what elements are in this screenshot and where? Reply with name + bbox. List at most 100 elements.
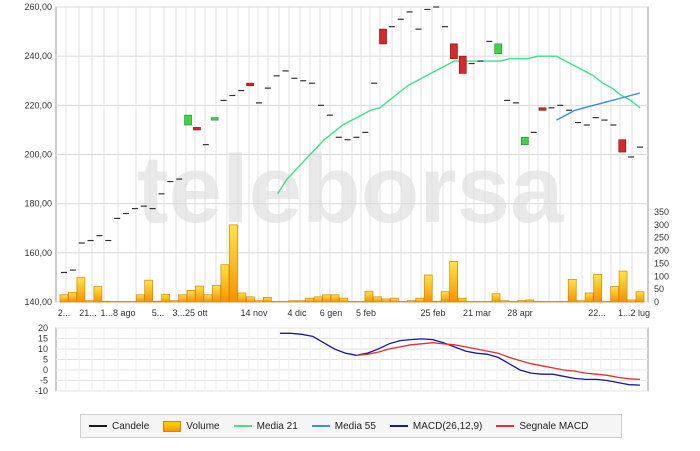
x-tick-label: 3...25 ott — [172, 308, 208, 318]
x-tick-label: 6 gen — [320, 308, 343, 318]
price-tick-label: 140,00 — [24, 297, 52, 307]
volume-bar — [610, 286, 619, 303]
volume-bar — [500, 300, 509, 303]
volume-bar — [457, 297, 467, 303]
chart-legend: Candele Volume Media 21 Media 55 MACD(26,12,… — [80, 414, 622, 438]
candle — [450, 43, 458, 59]
volume-bar — [330, 294, 340, 303]
volume-bar — [398, 301, 408, 303]
macd-tick-label: -10 — [35, 386, 48, 396]
volume-bar — [305, 297, 314, 303]
volume-bar — [635, 291, 645, 303]
x-tick-label: 5... — [152, 308, 165, 318]
series-line-segnale-macd — [356, 342, 641, 381]
volume-bar — [593, 273, 602, 303]
macd-tick-label: 20 — [38, 323, 48, 333]
volume-bar — [364, 290, 374, 303]
candle — [618, 139, 627, 153]
macd-tick-label: 0 — [43, 365, 48, 375]
volume-bar — [203, 294, 213, 303]
legend-item[interactable]: MACD(26,12,9) — [389, 420, 483, 432]
x-tick-label: 1...8 ago — [100, 308, 135, 318]
volume-bar — [195, 285, 204, 303]
volume-bar — [466, 301, 475, 303]
watermark-text: teleborsa — [137, 136, 564, 243]
volume-bar — [618, 270, 628, 303]
macd-tick-label: 5 — [43, 355, 48, 365]
volume-bar — [296, 300, 306, 303]
legend-label: Segnale MACD — [519, 420, 589, 432]
volume-bar — [135, 294, 145, 303]
legend-label: Media 55 — [334, 420, 376, 432]
macd-tick-label: -5 — [40, 376, 48, 386]
volume-bar — [313, 296, 323, 303]
volume-bar — [356, 301, 365, 303]
volume-bar — [449, 261, 458, 303]
volume-tick-label: 100 — [654, 271, 669, 281]
candle — [246, 82, 254, 87]
volume-bar — [220, 264, 230, 303]
legend-line-swatch — [233, 425, 252, 427]
x-tick-label: 14 nov — [240, 308, 268, 318]
volume-bar — [68, 291, 77, 303]
volume-bar — [118, 301, 128, 303]
x-tick-label: 28 apr — [507, 308, 533, 318]
candle — [193, 127, 201, 131]
legend-item[interactable]: Media 55 — [311, 420, 376, 432]
volume-tick-label: 150 — [654, 258, 669, 268]
legend-bar-swatch — [163, 420, 182, 432]
volume-bar — [152, 300, 162, 303]
volume-bar — [237, 292, 247, 303]
legend-line-swatch — [389, 425, 408, 427]
price-tick-label: 240,00 — [24, 51, 52, 61]
legend-item[interactable]: Volume — [163, 420, 220, 432]
volume-bar — [102, 300, 111, 303]
series-line-media-55 — [556, 92, 641, 121]
volume-bar — [534, 301, 543, 303]
volume-bar — [406, 300, 416, 303]
x-tick-label: 1...2 lug — [618, 308, 650, 318]
legend-line-swatch — [89, 425, 107, 427]
volume-bar — [491, 293, 501, 303]
volume-bar — [584, 292, 594, 303]
volume-tick-label: 350 — [654, 207, 669, 217]
x-tick-label: 21 mar — [463, 308, 491, 318]
price-tick-label: 260,00 — [24, 2, 52, 12]
volume-bar — [85, 300, 94, 303]
legend-item[interactable]: Segnale MACD — [496, 421, 588, 432]
volume-bar — [559, 301, 569, 303]
volume-bar — [262, 297, 272, 303]
volume-bar — [576, 300, 586, 303]
candle — [210, 117, 219, 121]
legend-item[interactable]: Candele — [89, 421, 149, 432]
candle — [458, 55, 467, 74]
volume-tick-label: 0 — [654, 297, 659, 307]
price-tick-label: 200,00 — [24, 150, 52, 160]
legend-item[interactable]: Media 21 — [233, 420, 298, 432]
volume-bar — [373, 296, 382, 303]
volume-bar — [525, 299, 535, 303]
candle — [494, 43, 503, 55]
legend-label: Volume — [186, 420, 220, 432]
volume-bar — [127, 301, 137, 303]
price-tick-label: 220,00 — [24, 100, 52, 110]
volume-bar — [76, 277, 86, 303]
volume-bar — [110, 301, 120, 303]
x-tick-label: 21... — [79, 308, 97, 318]
candle — [520, 136, 529, 146]
volume-bar — [440, 291, 450, 303]
volume-bar — [542, 301, 552, 303]
volume-bar — [517, 300, 526, 303]
volume-tick-label: 50 — [654, 284, 664, 294]
volume-bar — [161, 293, 170, 303]
legend-label: MACD(26,12,9) — [412, 420, 483, 432]
volume-bar — [601, 301, 611, 303]
volume-bar — [567, 279, 577, 303]
volume-bar — [254, 300, 264, 303]
x-tick-label: 5 feb — [356, 308, 376, 318]
legend-label: Media 21 — [256, 420, 298, 432]
x-tick-label: 4 dic — [287, 308, 307, 318]
volume-tick-label: 300 — [654, 220, 669, 230]
volume-bar — [178, 294, 187, 303]
